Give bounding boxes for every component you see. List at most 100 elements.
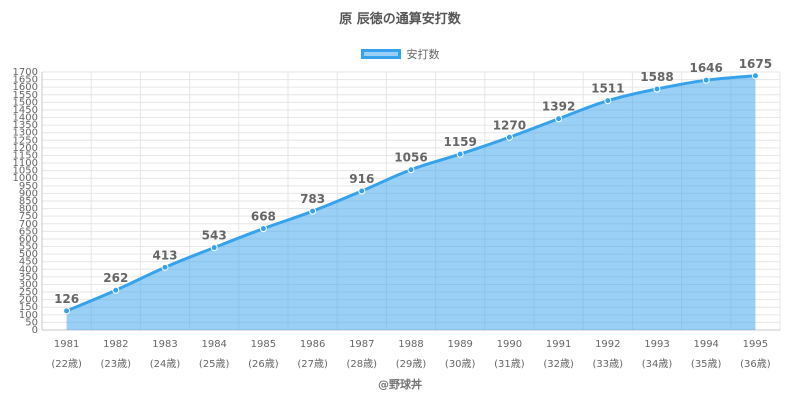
data-point bbox=[456, 150, 464, 158]
x-tick-label: 1992 bbox=[595, 339, 620, 350]
y-tick-label: 1350 bbox=[13, 120, 38, 131]
x-tick-sublabel: (25歳) bbox=[199, 358, 230, 370]
x-tick-sublabel: (29歳) bbox=[396, 358, 427, 370]
data-label: 262 bbox=[103, 271, 128, 285]
y-tick-label: 1500 bbox=[13, 97, 38, 108]
y-tick-label: 50 bbox=[25, 317, 38, 328]
data-label: 1588 bbox=[640, 70, 673, 84]
x-tick-label: 1995 bbox=[743, 339, 768, 350]
x-tick-label: 1987 bbox=[349, 339, 374, 350]
y-tick-label: 350 bbox=[19, 272, 38, 283]
y-tick-label: 1050 bbox=[13, 166, 38, 177]
data-label: 1392 bbox=[542, 100, 575, 114]
data-label: 1675 bbox=[739, 57, 772, 71]
x-tick-sublabel: (24歳) bbox=[150, 358, 181, 370]
x-tick-label: 1981 bbox=[54, 339, 79, 350]
x-tick-label: 1989 bbox=[447, 339, 472, 350]
y-tick-label: 1250 bbox=[13, 135, 38, 146]
data-point bbox=[358, 187, 366, 195]
data-point bbox=[555, 115, 563, 123]
x-tick-label: 1982 bbox=[103, 339, 128, 350]
x-tick-label: 1988 bbox=[398, 339, 423, 350]
chart-legend: 安打数 bbox=[0, 46, 800, 62]
x-tick-sublabel: (27歳) bbox=[297, 358, 328, 370]
y-tick-label: 1700 bbox=[13, 67, 38, 78]
x-tick-label: 1994 bbox=[693, 339, 718, 350]
x-tick-label: 1984 bbox=[201, 339, 226, 350]
y-tick-label: 1600 bbox=[13, 82, 38, 93]
data-point bbox=[309, 207, 317, 215]
y-tick-label: 300 bbox=[19, 279, 38, 290]
data-label: 1056 bbox=[394, 151, 427, 165]
data-point bbox=[604, 97, 612, 105]
y-tick-label: 1150 bbox=[13, 150, 38, 161]
x-tick-label: 1993 bbox=[644, 339, 669, 350]
y-tick-label: 800 bbox=[19, 204, 38, 215]
x-tick-label: 1983 bbox=[152, 339, 177, 350]
x-tick-sublabel: (35歳) bbox=[691, 358, 722, 370]
x-tick-label: 1991 bbox=[546, 339, 571, 350]
data-point bbox=[505, 133, 513, 141]
y-tick-label: 450 bbox=[19, 257, 38, 268]
data-label: 783 bbox=[300, 192, 325, 206]
y-tick-label: 100 bbox=[19, 310, 38, 321]
x-tick-label: 1990 bbox=[497, 339, 522, 350]
y-tick-label: 750 bbox=[19, 211, 38, 222]
data-point bbox=[407, 166, 415, 174]
y-tick-label: 1200 bbox=[13, 143, 38, 154]
data-point bbox=[751, 72, 759, 80]
x-tick-label: 1986 bbox=[300, 339, 325, 350]
y-tick-label: 650 bbox=[19, 226, 38, 237]
x-tick-sublabel: (30歳) bbox=[445, 358, 476, 370]
x-tick-sublabel: (28歳) bbox=[347, 358, 378, 370]
y-tick-label: 0 bbox=[32, 325, 38, 336]
x-tick-sublabel: (26歳) bbox=[248, 358, 279, 370]
x-tick-sublabel: (23歳) bbox=[101, 358, 132, 370]
legend-label: 安打数 bbox=[406, 48, 440, 61]
y-tick-label: 1100 bbox=[13, 158, 38, 169]
x-tick-sublabel: (32歳) bbox=[543, 358, 574, 370]
y-tick-label: 1550 bbox=[13, 90, 38, 101]
y-tick-label: 150 bbox=[19, 302, 38, 313]
x-tick-sublabel: (33歳) bbox=[593, 358, 624, 370]
data-label: 413 bbox=[152, 248, 177, 262]
x-tick-sublabel: (22歳) bbox=[51, 358, 82, 370]
data-label: 916 bbox=[349, 172, 374, 186]
data-point bbox=[161, 263, 169, 271]
data-label: 1270 bbox=[493, 118, 526, 132]
x-tick-sublabel: (31歳) bbox=[494, 358, 525, 370]
x-tick-label: 1985 bbox=[251, 339, 276, 350]
x-tick-sublabel: (34歳) bbox=[642, 358, 673, 370]
data-label: 1511 bbox=[591, 82, 624, 96]
data-label: 668 bbox=[251, 210, 276, 224]
data-label: 543 bbox=[202, 229, 227, 243]
y-tick-label: 1400 bbox=[13, 113, 38, 124]
data-point bbox=[702, 76, 710, 84]
data-label: 1646 bbox=[689, 61, 722, 75]
y-tick-label: 400 bbox=[19, 264, 38, 275]
data-label: 1159 bbox=[443, 135, 476, 149]
y-tick-label: 1450 bbox=[13, 105, 38, 116]
y-tick-label: 1000 bbox=[13, 173, 38, 184]
legend-swatch bbox=[360, 49, 401, 59]
credit-text: @野球丼 bbox=[378, 378, 422, 391]
y-tick-label: 200 bbox=[19, 295, 38, 306]
y-tick-label: 850 bbox=[19, 196, 38, 207]
y-tick-label: 1650 bbox=[13, 75, 38, 86]
data-point bbox=[259, 225, 267, 233]
area-fill bbox=[66, 75, 756, 330]
y-tick-label: 700 bbox=[19, 219, 38, 230]
data-point bbox=[210, 244, 218, 252]
data-label: 126 bbox=[54, 292, 79, 306]
x-tick-sublabel: (36歳) bbox=[740, 358, 771, 370]
y-tick-label: 550 bbox=[19, 242, 38, 253]
data-point bbox=[112, 286, 120, 294]
y-tick-label: 900 bbox=[19, 188, 38, 199]
y-tick-label: 950 bbox=[19, 181, 38, 192]
y-tick-label: 1300 bbox=[13, 128, 38, 139]
data-point bbox=[63, 307, 71, 315]
chart-title: 原 辰徳の通算安打数 bbox=[339, 12, 461, 27]
data-point bbox=[653, 85, 661, 93]
y-tick-label: 600 bbox=[19, 234, 38, 245]
